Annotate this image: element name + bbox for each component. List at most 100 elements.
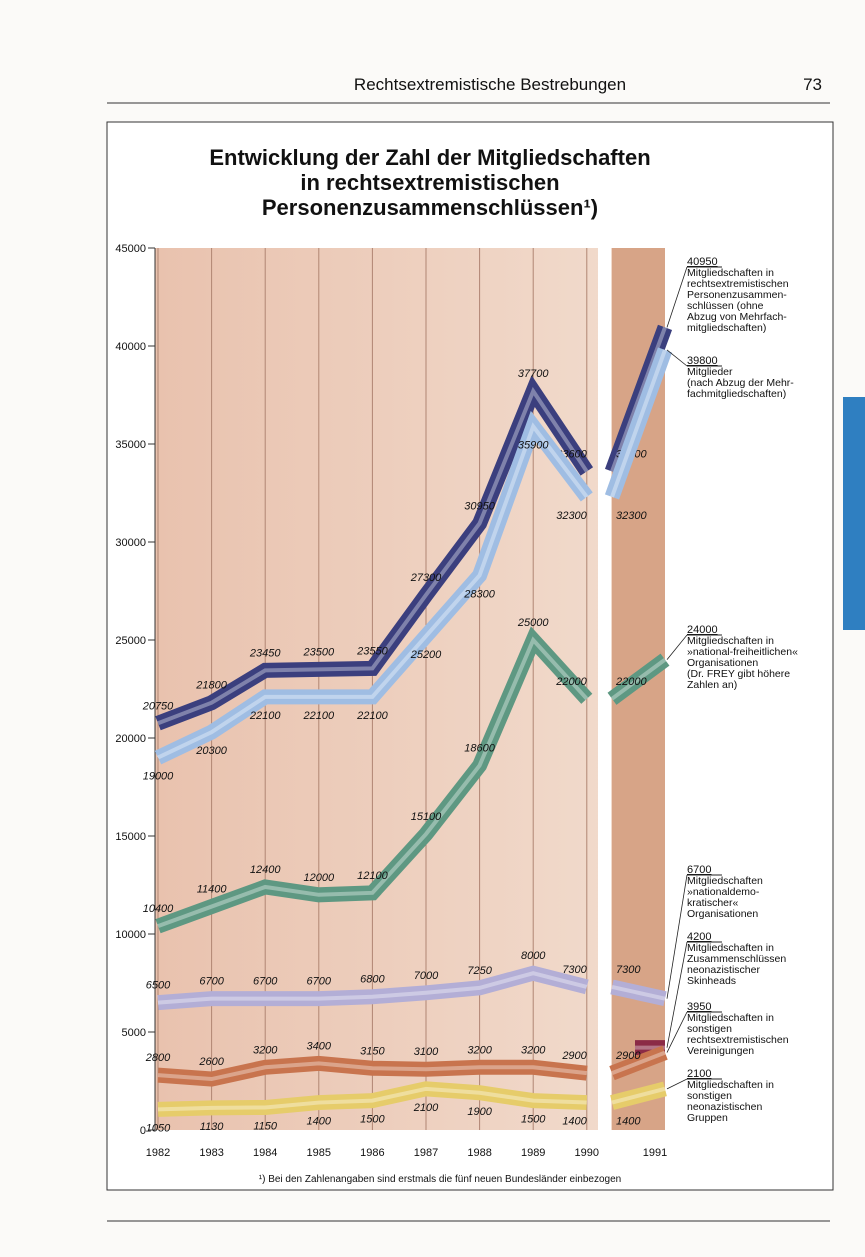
annotation-value: 40950 bbox=[687, 256, 718, 268]
data-label: 1500 bbox=[360, 1114, 385, 1126]
data-label: 12400 bbox=[250, 864, 281, 876]
data-label: 6700 bbox=[199, 976, 224, 988]
data-label: 3400 bbox=[307, 1040, 332, 1052]
page-number: 73 bbox=[803, 75, 822, 94]
data-label: 22100 bbox=[303, 710, 335, 722]
annotation-leader bbox=[666, 349, 688, 367]
x-tick-label: 1986 bbox=[360, 1147, 384, 1159]
data-label: 1130 bbox=[200, 1121, 225, 1133]
annotation-leader bbox=[666, 1078, 688, 1090]
data-label: 3200 bbox=[253, 1044, 278, 1056]
data-label: 22000 bbox=[615, 676, 647, 688]
y-tick-label: 40000 bbox=[115, 341, 146, 353]
data-label: 23500 bbox=[303, 646, 335, 658]
y-tick-label: 5000 bbox=[122, 1027, 146, 1039]
annotation-value: 6700 bbox=[687, 864, 711, 876]
data-label: 27300 bbox=[410, 572, 442, 584]
data-label: 1500 bbox=[521, 1114, 546, 1126]
annotation-leader bbox=[666, 1011, 688, 1053]
x-tick-label: 1982 bbox=[146, 1147, 170, 1159]
annotation-text: Mitgliedschaften in sonstigen neonazistisc… bbox=[687, 1079, 774, 1124]
x-tick-label: 1987 bbox=[414, 1147, 438, 1159]
data-label: 1150 bbox=[253, 1120, 278, 1132]
series-highlight bbox=[157, 1086, 666, 1112]
y-tick-label: 10000 bbox=[115, 929, 146, 941]
data-label: 32300 bbox=[556, 510, 587, 522]
series-ribbon bbox=[157, 1045, 668, 1087]
data-label: 18600 bbox=[464, 742, 495, 754]
side-tab bbox=[843, 397, 865, 630]
annotation-value: 3950 bbox=[687, 1001, 711, 1013]
data-label: 10400 bbox=[143, 903, 174, 915]
data-label: 6700 bbox=[253, 976, 278, 988]
data-label: 20300 bbox=[195, 745, 227, 757]
data-label: 3150 bbox=[360, 1045, 385, 1057]
series-ribbon bbox=[157, 1081, 667, 1117]
annotation-leader bbox=[666, 874, 688, 999]
x-tick-label: 1988 bbox=[467, 1147, 491, 1159]
data-label: 22100 bbox=[356, 710, 388, 722]
data-label: 8000 bbox=[521, 950, 546, 962]
data-label: 3200 bbox=[521, 1044, 546, 1056]
data-label: 2900 bbox=[561, 1050, 587, 1062]
annotation-leader bbox=[666, 266, 688, 328]
data-label: 32300 bbox=[616, 510, 647, 522]
annotation-value: 24000 bbox=[687, 624, 718, 636]
annotation-text: Mitgliedschaften in Zusammenschlüssen neon… bbox=[687, 942, 786, 987]
data-label: 23550 bbox=[356, 645, 388, 657]
annotation-text: Mitgliedschaften in sonstigen rechtsextrem… bbox=[687, 1012, 789, 1057]
series-highlight bbox=[157, 636, 667, 929]
series-highlight bbox=[157, 326, 667, 726]
annotation-leader bbox=[666, 941, 688, 1048]
data-label: 1400 bbox=[616, 1116, 641, 1128]
footnote: ¹) Bei den Zahlenangaben sind erstmals d… bbox=[259, 1174, 621, 1185]
x-tick-label: 1989 bbox=[521, 1147, 545, 1159]
y-tick-label: 0 bbox=[140, 1125, 146, 1137]
x-tick-label: 1985 bbox=[307, 1147, 331, 1159]
x-tick-label: 1984 bbox=[253, 1147, 277, 1159]
data-label: 30950 bbox=[464, 500, 495, 512]
data-label: 37700 bbox=[518, 368, 549, 380]
data-label: 28300 bbox=[463, 588, 495, 600]
y-tick-label: 35000 bbox=[115, 439, 146, 451]
data-label: 25000 bbox=[517, 617, 549, 629]
data-label: 35900 bbox=[518, 439, 549, 451]
data-label: 1900 bbox=[467, 1106, 492, 1118]
chart-title: Entwicklung der Zahl der Mitgliedschafte… bbox=[209, 145, 650, 220]
data-label: 2900 bbox=[615, 1050, 641, 1062]
y-tick-label: 30000 bbox=[115, 537, 146, 549]
data-label: 15100 bbox=[411, 811, 442, 823]
data-label: 1050 bbox=[146, 1122, 171, 1134]
series-highlight bbox=[157, 349, 667, 760]
series-ribbon bbox=[155, 324, 673, 731]
annotation-value: 4200 bbox=[687, 931, 711, 943]
annotation-text: Mitgliedschaften in rechtsextremistischen… bbox=[687, 267, 789, 334]
y-tick-label: 25000 bbox=[115, 635, 146, 647]
data-label: 21800 bbox=[195, 680, 227, 692]
y-tick-label: 45000 bbox=[115, 243, 146, 255]
series-highlight bbox=[157, 971, 666, 1005]
data-label: 6800 bbox=[360, 974, 385, 986]
data-label: 3200 bbox=[467, 1044, 492, 1056]
data-label: 1400 bbox=[307, 1116, 332, 1128]
data-label: 19000 bbox=[143, 771, 174, 783]
x-tick-label: 1991 bbox=[643, 1147, 667, 1159]
data-label: 7300 bbox=[562, 964, 587, 976]
annotation-leader bbox=[666, 634, 688, 660]
page-header: Rechtsextremistische Bestrebungen bbox=[354, 75, 626, 94]
data-label: 12000 bbox=[304, 872, 335, 884]
data-label: 25200 bbox=[410, 649, 442, 661]
data-label: 2800 bbox=[145, 1052, 171, 1064]
annotation-text: Mitglieder (nach Abzug der Mehr-fachmitgl… bbox=[687, 366, 794, 400]
data-label: 12100 bbox=[357, 870, 388, 882]
annotation-text: Mitgliedschaften in »national-freiheitlic… bbox=[687, 635, 798, 691]
data-label: 20750 bbox=[142, 700, 174, 712]
annotation-value: 2100 bbox=[687, 1068, 711, 1080]
data-label: 7250 bbox=[467, 965, 492, 977]
data-label: 7300 bbox=[616, 964, 641, 976]
data-label: 6500 bbox=[146, 980, 171, 992]
data-label: 7000 bbox=[414, 970, 439, 982]
annotation-value: 39800 bbox=[687, 355, 718, 367]
data-label: 2100 bbox=[413, 1102, 439, 1114]
